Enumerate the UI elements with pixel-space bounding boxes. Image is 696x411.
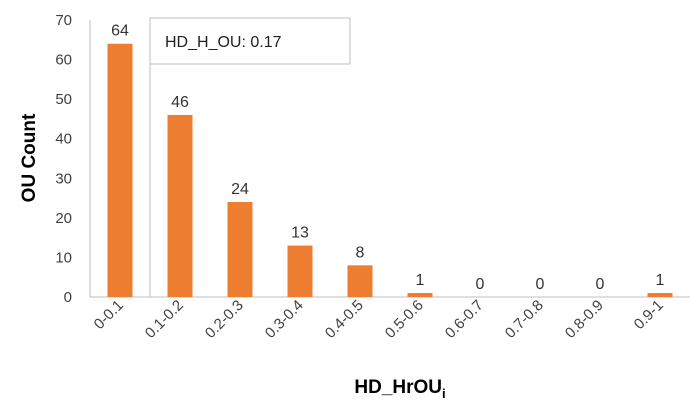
x-tick-label: 0.2-0.3 bbox=[202, 297, 247, 342]
bar bbox=[347, 265, 373, 297]
bar bbox=[647, 293, 673, 297]
bar-value-label: 1 bbox=[656, 272, 665, 289]
x-tick-label: 0.9-1 bbox=[631, 297, 667, 333]
x-axis-title: HD_HrOU bbox=[354, 377, 442, 398]
bar-value-label: 24 bbox=[231, 181, 249, 198]
bar bbox=[107, 43, 133, 297]
y-tick-label: 0 bbox=[64, 289, 72, 306]
bar bbox=[287, 245, 313, 297]
x-tick-label: 0-0.1 bbox=[91, 297, 127, 333]
y-axis-ticks: 0 10 20 30 40 50 60 70 bbox=[55, 12, 72, 306]
bar-value-label: 8 bbox=[356, 244, 365, 261]
bar-value-label: 1 bbox=[416, 272, 425, 289]
bar-value-label: 64 bbox=[111, 23, 129, 40]
bars bbox=[107, 43, 673, 297]
y-tick-label: 20 bbox=[55, 210, 72, 227]
y-tick-label: 50 bbox=[55, 91, 72, 108]
bar bbox=[407, 293, 433, 297]
x-tick-label: 0.6-0.7 bbox=[442, 297, 487, 342]
annotation-text: HD_H_OU: 0.17 bbox=[165, 34, 282, 51]
data-labels: 64 46 24 13 8 1 0 0 0 1 bbox=[111, 23, 664, 293]
y-tick-label: 10 bbox=[55, 249, 72, 266]
y-tick-label: 70 bbox=[55, 12, 72, 29]
bar bbox=[227, 202, 253, 297]
y-tick-label: 60 bbox=[55, 52, 72, 69]
x-tick-label: 0.4-0.5 bbox=[322, 297, 367, 342]
x-axis-title-group: HD_HrOUi bbox=[354, 377, 445, 401]
bar-value-label: 46 bbox=[171, 94, 189, 111]
bar-value-label: 13 bbox=[291, 225, 309, 242]
bar-value-label: 0 bbox=[536, 276, 545, 293]
x-axis-ticks: 0-0.1 0.1-0.2 0.2-0.3 0.3-0.4 0.4-0.5 0.5-0.6… bbox=[91, 297, 667, 342]
y-tick-label: 40 bbox=[55, 131, 72, 148]
bar-value-label: 0 bbox=[476, 276, 485, 293]
annotation-box: HD_H_OU: 0.17 bbox=[149, 17, 351, 65]
x-tick-label: 0.8-0.9 bbox=[562, 297, 607, 342]
y-tick-label: 30 bbox=[55, 170, 72, 187]
y-axis-title: OU Count bbox=[19, 113, 40, 202]
bar bbox=[167, 114, 193, 297]
bar-value-label: 0 bbox=[596, 276, 605, 293]
x-tick-label: 0.1-0.2 bbox=[142, 297, 187, 342]
x-axis-title-subscript: i bbox=[442, 386, 446, 401]
x-tick-label: 0.5-0.6 bbox=[382, 297, 427, 342]
x-tick-label: 0.3-0.4 bbox=[262, 297, 307, 342]
x-tick-label: 0.7-0.8 bbox=[502, 297, 547, 342]
